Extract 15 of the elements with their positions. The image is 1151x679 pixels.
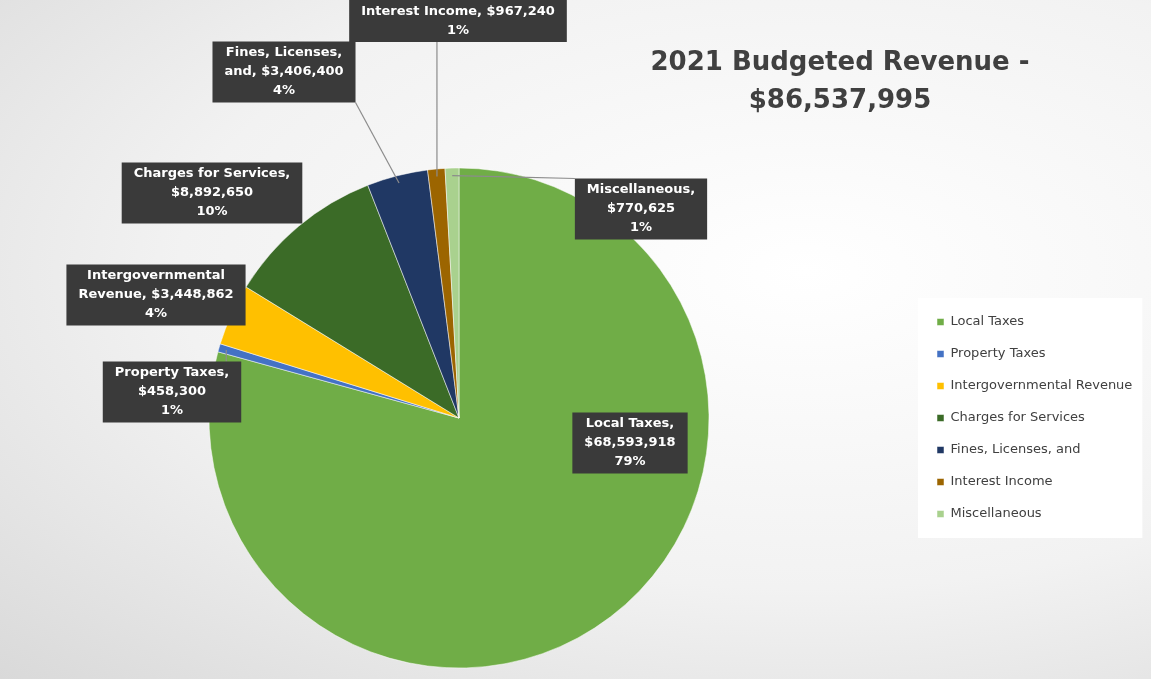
legend-label: Property Taxes bbox=[950, 345, 1046, 361]
data-label: Local Taxes, $68,593,918 79% bbox=[584, 415, 676, 469]
legend-label: Fines, Licenses, and bbox=[950, 441, 1081, 457]
data-label: Property Taxes, $458,300 1% bbox=[114, 364, 230, 418]
legend-label: Intergovernmental Revenue bbox=[950, 377, 1133, 393]
legend-label: Miscellaneous bbox=[950, 505, 1042, 521]
legend-label: Charges for Services bbox=[950, 409, 1086, 425]
data-label: Intergovernmental Revenue, $3,448,862 4% bbox=[78, 267, 234, 321]
data-label: Charges for Services, $8,892,650 10% bbox=[133, 165, 291, 219]
legend-label: Local Taxes bbox=[950, 313, 1025, 329]
data-label: Miscellaneous, $770,625 1% bbox=[586, 181, 696, 235]
data-label: Fines, Licenses, and, $3,406,400 4% bbox=[224, 44, 344, 98]
data-label: Interest Income, $967,240 1% bbox=[361, 2, 555, 37]
text: 2021 Budgeted Revenue - $86,537,995 bbox=[649, 45, 1031, 116]
legend-label: Interest Income bbox=[950, 473, 1053, 489]
